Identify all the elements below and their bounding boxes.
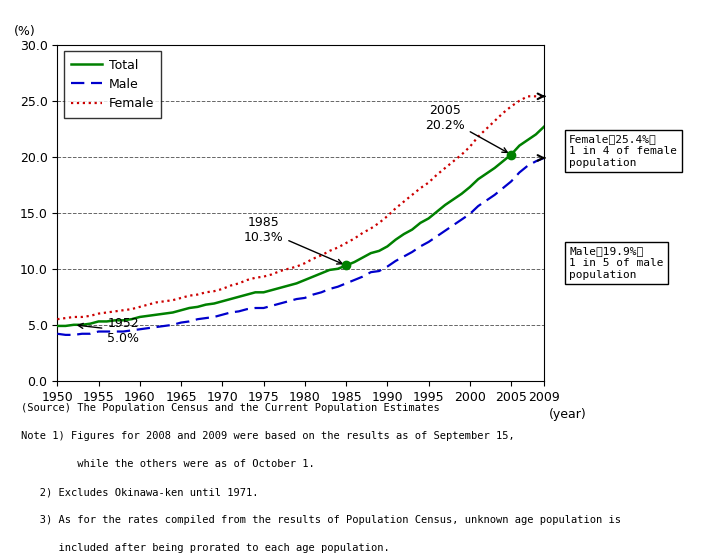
Total bbox=[193, 304, 202, 310]
Text: included after being prorated to each age population.: included after being prorated to each ag… bbox=[21, 543, 390, 553]
Total bbox=[53, 323, 62, 329]
Text: (%): (%) bbox=[14, 25, 35, 38]
Text: 3) As for the rates compiled from the results of Population Census, unknown age : 3) As for the rates compiled from the re… bbox=[21, 515, 621, 525]
Female bbox=[358, 230, 367, 236]
Text: Note 1) Figures for 2008 and 2009 were based on the results as of September 15,: Note 1) Figures for 2008 and 2009 were b… bbox=[21, 431, 516, 441]
Line: Male: Male bbox=[57, 158, 544, 335]
Male bbox=[367, 269, 375, 276]
Text: Male（19.9%）
1 in 5 of male
population: Male（19.9%） 1 in 5 of male population bbox=[569, 246, 664, 279]
Text: while the others were as of October 1.: while the others were as of October 1. bbox=[21, 459, 315, 469]
Text: 1952
5.0%: 1952 5.0% bbox=[78, 316, 140, 344]
Female bbox=[177, 295, 185, 301]
Legend: Total, Male, Female: Total, Male, Female bbox=[64, 51, 161, 118]
Male bbox=[226, 309, 235, 316]
Total bbox=[540, 123, 548, 130]
Female bbox=[135, 304, 144, 310]
Female bbox=[523, 93, 532, 100]
Text: Female（25.4%）
1 in 4 of female
population: Female（25.4%） 1 in 4 of female populatio… bbox=[569, 134, 677, 167]
Line: Female: Female bbox=[57, 96, 544, 319]
Text: (year): (year) bbox=[549, 408, 587, 421]
Female bbox=[210, 288, 218, 295]
Male bbox=[185, 318, 193, 325]
Female bbox=[193, 291, 202, 298]
Male bbox=[218, 311, 227, 318]
Text: 1985
10.3%: 1985 10.3% bbox=[243, 216, 342, 264]
Female bbox=[540, 93, 548, 100]
Male bbox=[144, 325, 153, 332]
Total bbox=[210, 300, 218, 307]
Total bbox=[218, 298, 227, 305]
Female bbox=[53, 316, 62, 323]
Total bbox=[177, 307, 185, 314]
Female bbox=[218, 286, 227, 292]
Male bbox=[62, 332, 70, 338]
Total bbox=[135, 314, 144, 320]
Text: (Source) The Population Census and the Current Population Estimates: (Source) The Population Census and the C… bbox=[21, 403, 440, 413]
Male bbox=[540, 155, 548, 161]
Male bbox=[53, 330, 62, 337]
Line: Total: Total bbox=[57, 127, 544, 326]
Text: 2) Excludes Okinawa-ken until 1971.: 2) Excludes Okinawa-ken until 1971. bbox=[21, 487, 259, 497]
Male bbox=[201, 315, 210, 321]
Total bbox=[358, 254, 367, 261]
Text: 2005
20.2%: 2005 20.2% bbox=[425, 104, 508, 152]
